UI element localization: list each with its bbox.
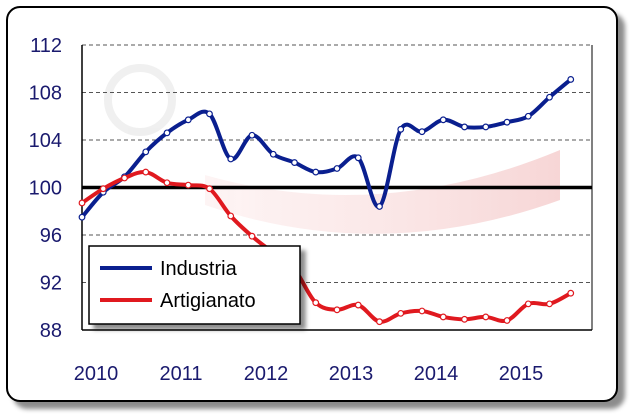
data-point-industria: [439, 116, 447, 124]
legend-label-industria: Industria: [160, 258, 238, 280]
data-point-industria: [333, 165, 341, 172]
x-tick-label: 2012: [244, 363, 289, 385]
data-point-artigianato: [567, 289, 575, 297]
y-axis-tick-labels: 88 92 96 100 104 108 112: [29, 35, 62, 342]
data-point-artigianato: [546, 300, 553, 308]
data-point-industria: [312, 168, 320, 176]
data-point-artigianato: [121, 174, 128, 182]
data-point-industria: [418, 128, 426, 136]
data-point-artigianato: [206, 185, 213, 193]
y-tick-label: 108: [29, 83, 62, 105]
data-point-artigianato: [503, 317, 511, 324]
data-point-artigianato: [376, 318, 383, 326]
legend-label-artigianato: Artigianato: [160, 290, 256, 312]
data-point-industria: [291, 159, 298, 166]
x-tick-label: 2010: [74, 363, 119, 385]
data-point-artigianato: [78, 199, 86, 207]
y-tick-label: 104: [29, 130, 62, 152]
data-point-artigianato: [333, 306, 341, 314]
data-point-industria: [567, 76, 575, 83]
data-point-artigianato: [227, 212, 235, 220]
data-point-industria: [503, 118, 511, 126]
legend: Industria Artigianato: [88, 245, 301, 325]
data-point-artigianato: [184, 181, 192, 189]
data-point-industria: [227, 155, 235, 163]
data-point-industria: [397, 125, 405, 133]
data-point-artigianato: [312, 299, 320, 307]
data-point-artigianato: [163, 179, 171, 187]
y-tick-label: 88: [40, 320, 62, 342]
data-point-artigianato: [418, 307, 426, 315]
x-tick-label: 2015: [499, 363, 544, 385]
data-point-artigianato: [99, 185, 107, 193]
data-point-artigianato: [461, 315, 468, 323]
data-point-artigianato: [524, 300, 532, 308]
data-point-industria: [142, 148, 150, 156]
legend-box: [88, 245, 301, 325]
y-tick-label: 100: [29, 178, 62, 200]
data-point-industria: [546, 93, 553, 101]
data-point-artigianato: [439, 313, 447, 321]
y-tick-label: 112: [30, 35, 62, 57]
data-point-industria: [376, 203, 383, 210]
data-point-artigianato: [248, 232, 256, 240]
data-point-industria: [461, 123, 468, 131]
data-point-artigianato: [482, 313, 490, 321]
data-point-artigianato: [397, 309, 405, 317]
data-point-industria: [482, 123, 490, 131]
x-tick-label: 2011: [159, 363, 202, 385]
x-tick-label: 2013: [329, 363, 374, 385]
data-point-industria: [524, 112, 532, 120]
watermark-logo: [104, 64, 560, 234]
data-point-industria: [163, 129, 171, 137]
data-point-industria: [184, 116, 192, 124]
x-axis-tick-labels: 2010 2011 2012 2013 2014 2015: [74, 363, 544, 385]
y-tick-label: 96: [40, 225, 62, 247]
data-point-industria: [78, 213, 86, 221]
data-point-industria: [206, 110, 213, 118]
data-point-industria: [248, 131, 256, 139]
x-tick-label: 2014: [414, 363, 459, 385]
data-point-artigianato: [354, 301, 362, 309]
data-point-industria: [269, 150, 277, 158]
y-tick-label: 92: [40, 273, 62, 295]
data-point-artigianato: [142, 168, 150, 176]
data-point-industria: [354, 154, 362, 162]
